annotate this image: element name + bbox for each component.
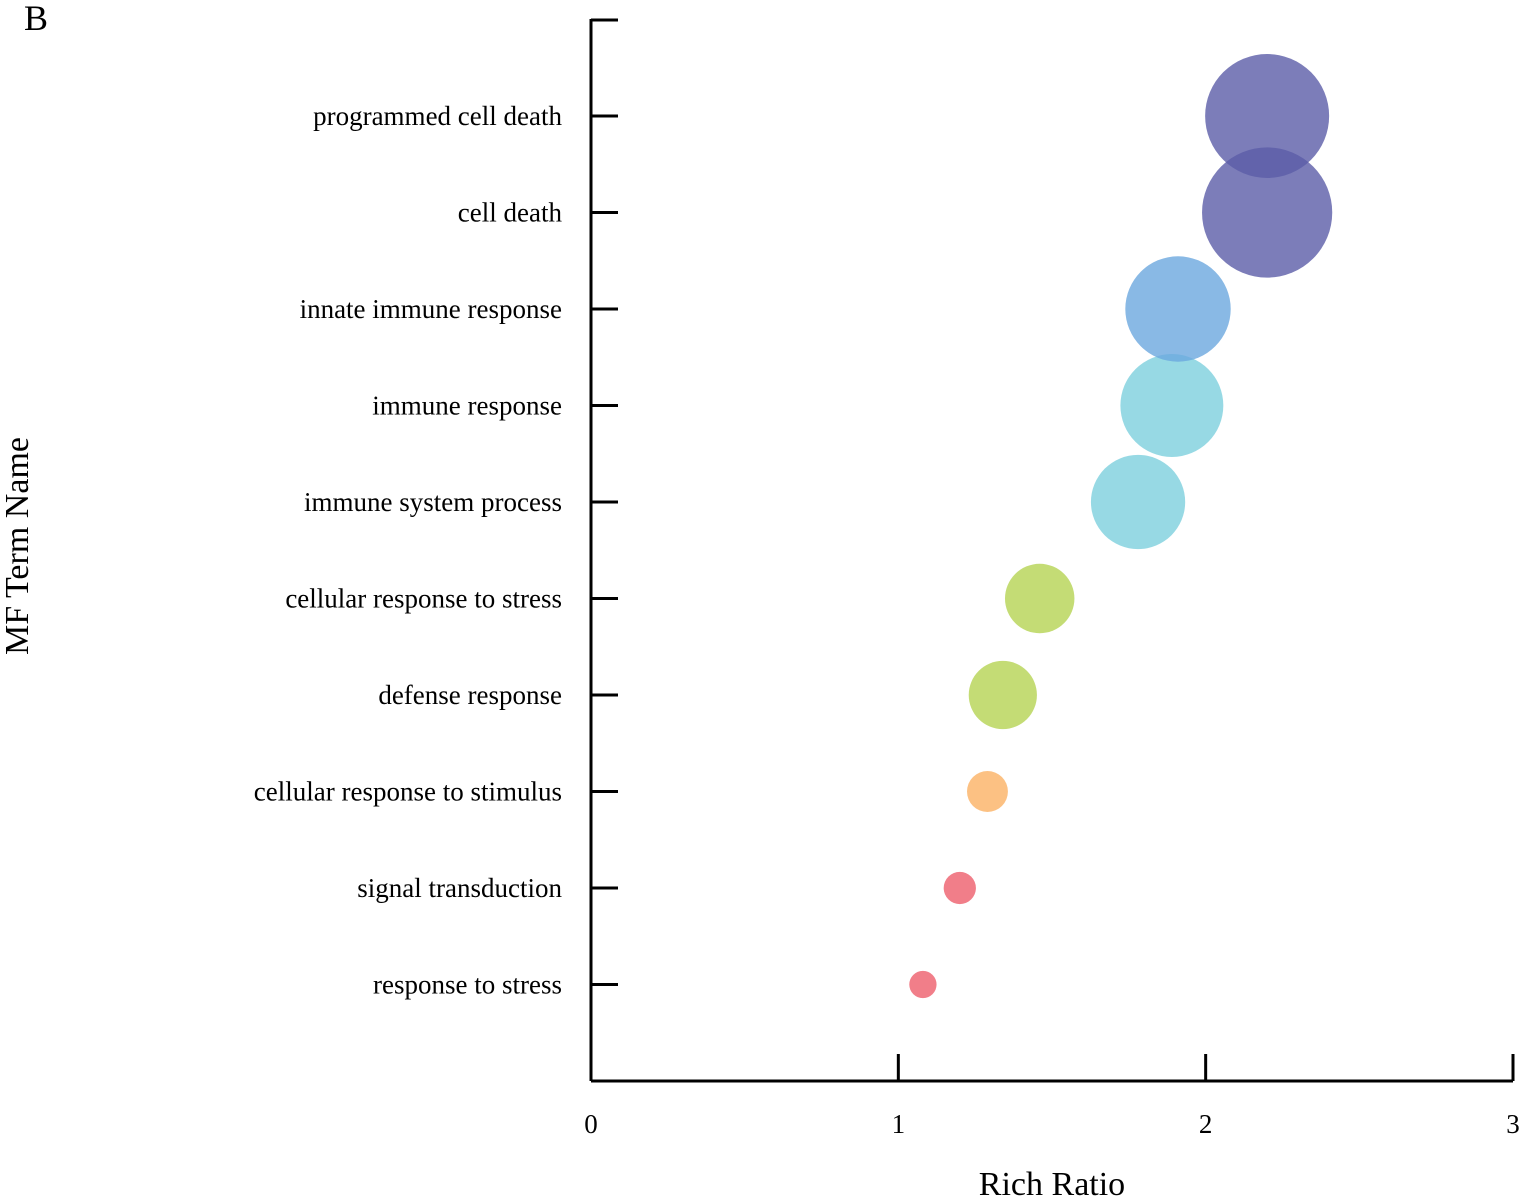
y-tick-label: response to stress xyxy=(373,970,562,1000)
bubble xyxy=(1205,54,1330,178)
x-axis-label: Rich Ratio xyxy=(979,1166,1125,1199)
y-tick-label: innate immune response xyxy=(300,294,562,324)
bubble xyxy=(1090,454,1186,550)
x-tick-label: 3 xyxy=(1506,1109,1520,1139)
y-axis-label: MF Term Name xyxy=(0,437,36,655)
y-tick-label: immune response xyxy=(372,391,562,421)
y-tick-label: cell death xyxy=(458,198,563,228)
x-tick-label: 0 xyxy=(584,1109,598,1139)
y-tick-label: signal transduction xyxy=(357,873,562,903)
axes xyxy=(589,18,1513,1083)
bubble xyxy=(909,970,937,999)
panel-label: B xyxy=(24,0,49,38)
bubble xyxy=(1004,563,1075,634)
y-tick-label: cellular response to stimulus xyxy=(254,777,562,807)
y-ticks: programmed cell death cell death innate im… xyxy=(254,101,618,1000)
x-tick-label: 2 xyxy=(1199,1109,1213,1139)
bubble xyxy=(967,771,1008,812)
bubble xyxy=(1202,147,1333,278)
bubble xyxy=(943,871,976,905)
bubble xyxy=(968,660,1037,730)
bubble xyxy=(1120,354,1224,457)
bubble xyxy=(1125,256,1231,362)
bubble-layer xyxy=(909,54,1333,999)
x-tick-label: 1 xyxy=(892,1109,906,1139)
y-tick-label: cellular response to stress xyxy=(285,584,562,614)
y-tick-label: immune system process xyxy=(304,487,562,517)
y-tick-label: programmed cell death xyxy=(313,101,562,131)
y-tick-label: defense response xyxy=(378,680,562,710)
x-ticks: 0 1 2 3 xyxy=(584,1054,1520,1139)
